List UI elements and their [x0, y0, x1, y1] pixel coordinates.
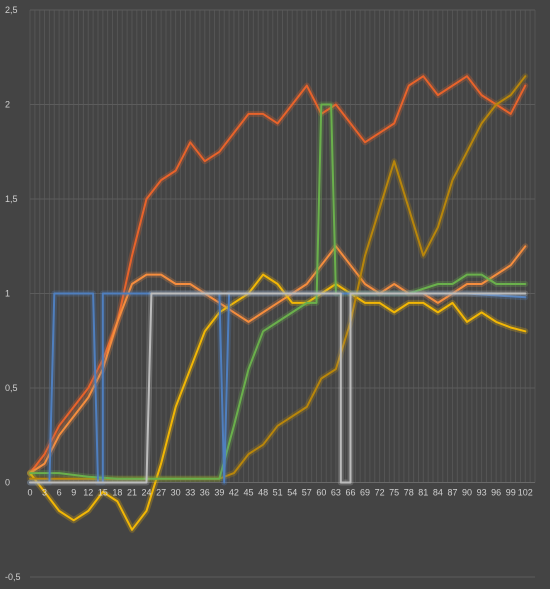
- x-tick-label: 78: [404, 488, 414, 498]
- x-tick-label: 42: [229, 488, 239, 498]
- x-tick-label: 75: [389, 488, 399, 498]
- y-tick-label: 1,5: [5, 194, 18, 204]
- x-tick-label: 51: [273, 488, 283, 498]
- y-axis-labels: 2,5 2 1,5 1 0,5 0 -0,5: [5, 5, 21, 582]
- x-tick-label: 3: [42, 488, 47, 498]
- y-tick-label: 1: [5, 289, 10, 299]
- x-tick-label: 63: [331, 488, 341, 498]
- series-line-2: [29, 245, 527, 475]
- y-tick-label: 0,5: [5, 383, 18, 393]
- x-tick-label: 12: [83, 488, 93, 498]
- x-tick-label: 48: [258, 488, 268, 498]
- x-tick-label: 6: [57, 488, 62, 498]
- x-tick-label: 99: [506, 488, 516, 498]
- x-tick-label: 27: [156, 488, 166, 498]
- x-tick-label: 15: [98, 488, 108, 498]
- x-tick-label: 93: [477, 488, 487, 498]
- x-tick-label: 18: [112, 488, 122, 498]
- x-tick-label: 72: [375, 488, 385, 498]
- x-tick-label: 102: [518, 488, 533, 498]
- x-tick-label: 24: [142, 488, 152, 498]
- x-tick-label: 0: [27, 488, 32, 498]
- x-axis-labels: 0 3 6 9 12 15 18 21 24 27 30 33 36 39 42 45 48 51 54 57 60 63…: [27, 488, 532, 498]
- x-tick-label: 66: [345, 488, 355, 498]
- x-tick-label: 36: [200, 488, 210, 498]
- series-line-7: [29, 292, 527, 484]
- x-tick-label: 45: [244, 488, 254, 498]
- x-tick-label: 9: [71, 488, 76, 498]
- x-tick-label: 54: [287, 488, 297, 498]
- x-tick-label: 84: [433, 488, 443, 498]
- y-tick-label: 0: [5, 478, 10, 488]
- x-tick-label: 90: [462, 488, 472, 498]
- x-tick-label: 69: [360, 488, 370, 498]
- x-tick-label: 96: [491, 488, 501, 498]
- x-tick-label: 81: [418, 488, 428, 498]
- series-layer: [27, 73, 529, 533]
- x-tick-label: 33: [185, 488, 195, 498]
- series-line-5: [29, 103, 527, 480]
- x-tick-label: 57: [302, 488, 312, 498]
- x-tick-label: 30: [171, 488, 181, 498]
- y-tick-label: 2,5: [5, 5, 18, 15]
- x-tick-label: 21: [127, 488, 137, 498]
- y-tick-label: -0,5: [5, 572, 21, 582]
- series-line-3: [29, 273, 527, 531]
- x-tick-label: 39: [214, 488, 224, 498]
- vertical-gridlines: [29, 10, 536, 483]
- y-tick-label: 2: [5, 100, 10, 110]
- x-tick-label: 87: [447, 488, 457, 498]
- x-tick-label: 60: [316, 488, 326, 498]
